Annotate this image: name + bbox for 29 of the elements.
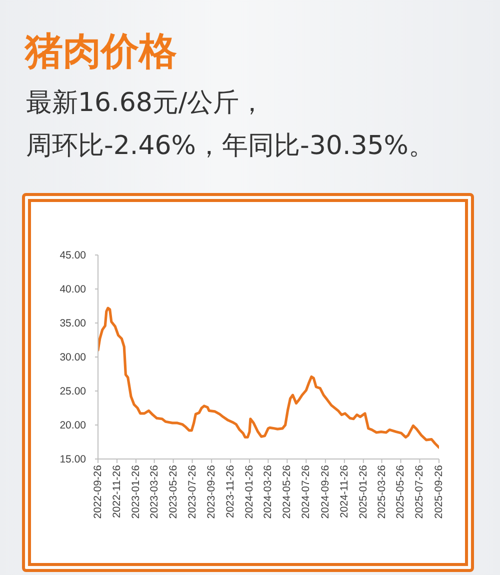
x-tick-label: 2025-01-26 — [357, 464, 370, 519]
y-tick-label: 45.00 — [60, 250, 86, 262]
x-tick-label: 2025-07-26 — [414, 464, 426, 519]
x-tick-label: 2023-09-26 — [206, 464, 218, 519]
line-series — [98, 306, 439, 449]
x-tick-label: 2024-05-26 — [281, 464, 294, 519]
y-tick-label: 30.00 — [60, 352, 86, 364]
x-tick-label: 2025-03-26 — [376, 464, 388, 519]
x-tick-label: 2025-05-26 — [394, 464, 407, 519]
y-tick-label: 25.00 — [60, 386, 86, 398]
x-tick-label: 2022-11-26 — [110, 464, 123, 518]
x-tick-label: 2023-05-26 — [167, 464, 180, 519]
x-tick-label: 2024-07-26 — [300, 464, 312, 519]
x-tick-label: 2024-09-26 — [319, 464, 332, 519]
y-tick-label: 15.00 — [60, 454, 86, 466]
x-tick-label: 2023-07-26 — [186, 464, 198, 519]
x-tick-label: 2024-11-26 — [338, 464, 350, 518]
y-tick-label: 35.00 — [60, 318, 86, 330]
chart-title: 猪肉价格 — [25, 29, 177, 74]
x-tick-label: 2024-03-26 — [262, 464, 274, 519]
x-tick-label: 2023-11-26 — [224, 464, 237, 518]
x-tick-label: 2023-01-26 — [130, 464, 142, 519]
x-tick-label: 2023-03-26 — [148, 464, 160, 519]
chart-subtitle: 最新16.68元/公斤，周环比-2.46%，年同比-30.35%。 — [26, 87, 436, 162]
x-tick-label: 2025-09-26 — [433, 464, 445, 519]
x-tick-label: 2022-09-26 — [92, 464, 104, 519]
y-tick-label: 20.00 — [60, 420, 86, 432]
x-tick-label: 2024-01-26 — [244, 464, 256, 519]
y-tick-label: 40.00 — [60, 284, 86, 296]
